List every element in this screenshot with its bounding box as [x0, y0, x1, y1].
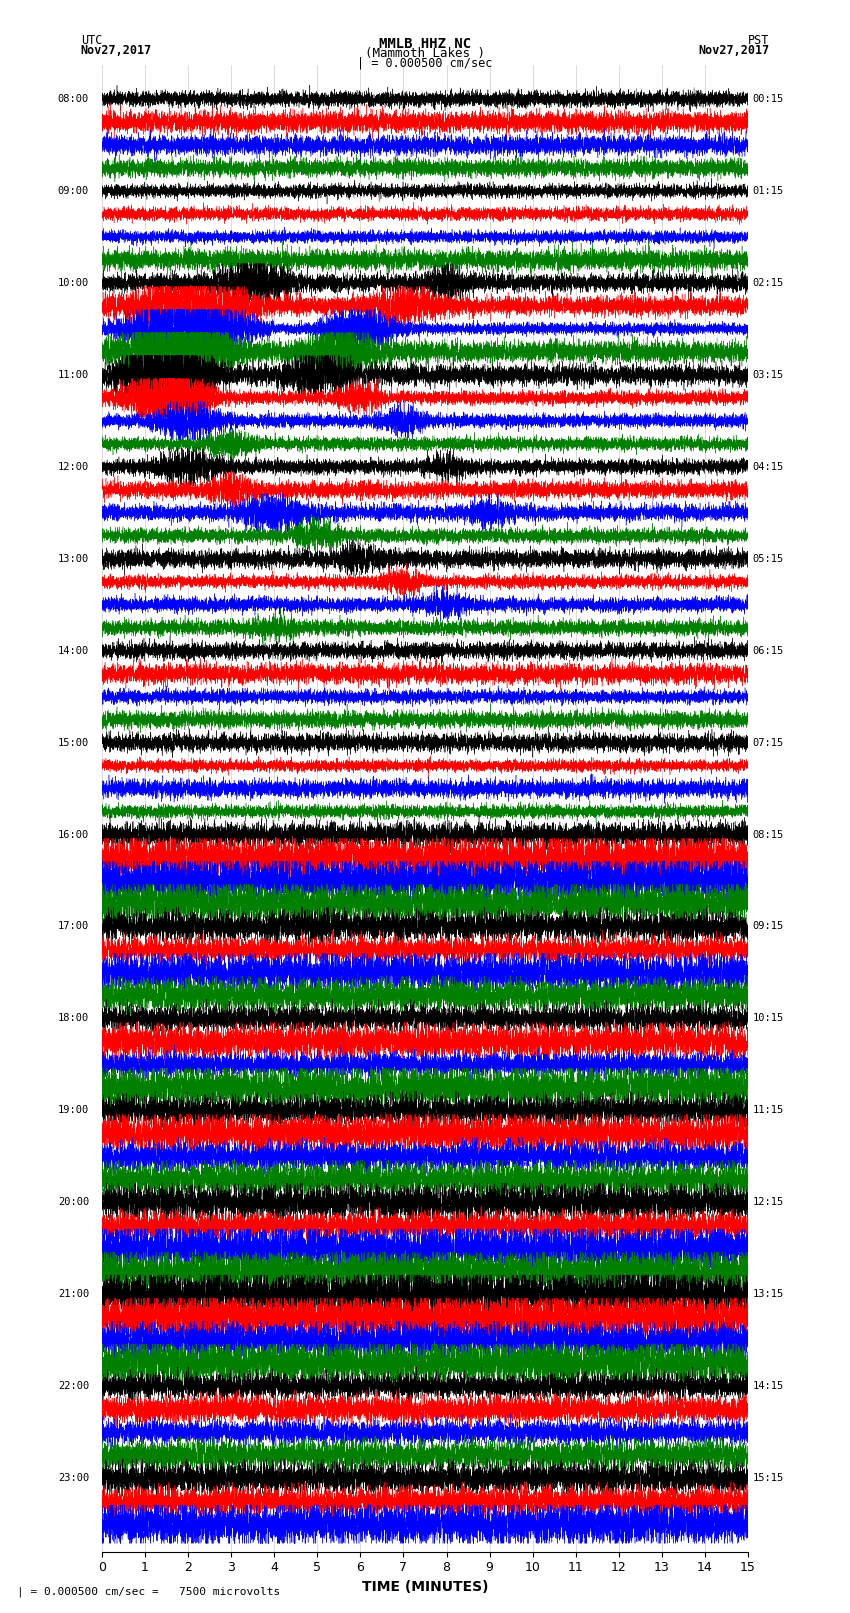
Text: MMLB HHZ NC: MMLB HHZ NC: [379, 37, 471, 52]
Text: 19:00: 19:00: [58, 1105, 89, 1115]
Text: 17:00: 17:00: [58, 921, 89, 931]
Text: | = 0.000500 cm/sec =   7500 microvolts: | = 0.000500 cm/sec = 7500 microvolts: [17, 1586, 280, 1597]
Text: 02:15: 02:15: [752, 277, 784, 287]
Text: 12:00: 12:00: [58, 461, 89, 471]
Text: UTC: UTC: [81, 34, 102, 47]
Text: 09:15: 09:15: [752, 921, 784, 931]
Text: 04:15: 04:15: [752, 461, 784, 471]
Text: 15:15: 15:15: [752, 1473, 784, 1482]
X-axis label: TIME (MINUTES): TIME (MINUTES): [362, 1581, 488, 1594]
Text: 01:15: 01:15: [752, 185, 784, 195]
Text: 14:00: 14:00: [58, 645, 89, 655]
Text: PST: PST: [748, 34, 769, 47]
Text: 16:00: 16:00: [58, 829, 89, 839]
Text: 06:15: 06:15: [752, 645, 784, 655]
Text: Nov27,2017: Nov27,2017: [81, 44, 152, 56]
Text: 10:15: 10:15: [752, 1013, 784, 1023]
Text: 13:15: 13:15: [752, 1289, 784, 1298]
Text: 12:15: 12:15: [752, 1197, 784, 1207]
Text: 03:15: 03:15: [752, 369, 784, 379]
Text: 07:15: 07:15: [752, 737, 784, 747]
Text: 18:00: 18:00: [58, 1013, 89, 1023]
Text: 08:00: 08:00: [58, 94, 89, 103]
Text: Nov27,2017: Nov27,2017: [698, 44, 769, 56]
Text: 11:00: 11:00: [58, 369, 89, 379]
Text: 13:00: 13:00: [58, 553, 89, 563]
Text: 08:15: 08:15: [752, 829, 784, 839]
Text: 20:00: 20:00: [58, 1197, 89, 1207]
Text: 22:00: 22:00: [58, 1381, 89, 1390]
Text: (Mammoth Lakes ): (Mammoth Lakes ): [365, 47, 485, 60]
Text: 10:00: 10:00: [58, 277, 89, 287]
Text: 11:15: 11:15: [752, 1105, 784, 1115]
Text: 15:00: 15:00: [58, 737, 89, 747]
Text: | = 0.000500 cm/sec: | = 0.000500 cm/sec: [357, 56, 493, 69]
Text: 05:15: 05:15: [752, 553, 784, 563]
Text: 21:00: 21:00: [58, 1289, 89, 1298]
Text: 23:00: 23:00: [58, 1473, 89, 1482]
Text: 00:15: 00:15: [752, 94, 784, 103]
Text: 14:15: 14:15: [752, 1381, 784, 1390]
Text: 09:00: 09:00: [58, 185, 89, 195]
